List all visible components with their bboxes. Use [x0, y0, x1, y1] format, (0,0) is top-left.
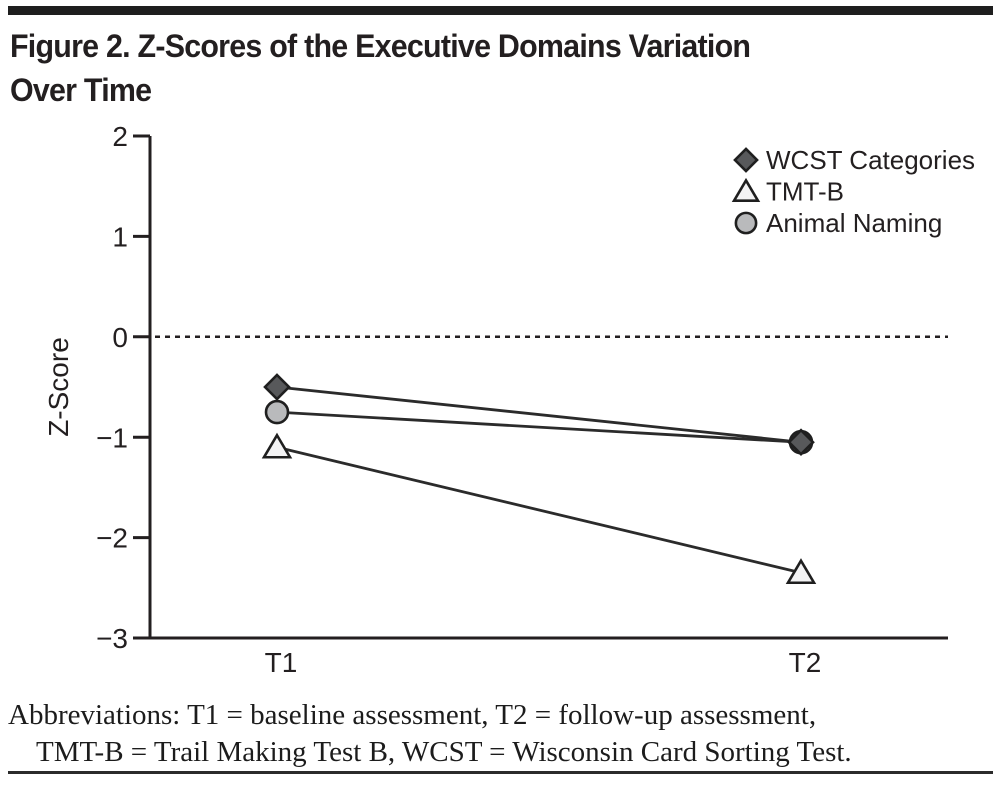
zscore-line-chart: 2 1 0 −1 −2 −3 T1 T2 Z-Score WCST CategoriesTMT-B… [43, 121, 975, 678]
x-axis-tick-label-t2: T2 [789, 647, 822, 678]
triangle-legend-icon [731, 177, 761, 202]
figure-title-line2: Over Time [10, 72, 152, 108]
series-line-wcst-categories [276, 385, 802, 444]
legend-label: TMT-B [766, 177, 844, 207]
circle-legend-icon [734, 211, 758, 235]
x-axis-tick-label-t1: T1 [265, 647, 298, 678]
y-axis-tick-label: −1 [96, 422, 128, 453]
legend-item-animal-naming: Animal Naming [734, 208, 942, 238]
marker-wcst-categories-t2 [787, 428, 815, 457]
marker-tmt-b-t1 [261, 432, 293, 459]
marker-tmt-b-t2 [785, 558, 817, 585]
series-line-tmt-b [276, 445, 802, 575]
series-line-animal-naming [276, 410, 802, 444]
y-axis-tick-label: 0 [112, 322, 128, 353]
diamond-legend-icon [733, 147, 759, 173]
abbreviations-line1: Abbreviations: T1 = baseline assessment,… [8, 699, 817, 731]
y-axis-tick-label: 1 [112, 221, 128, 252]
legend-item-tmt-b: TMT-B [731, 177, 844, 207]
y-axis-title: Z-Score [43, 337, 74, 437]
top-rule [8, 6, 993, 15]
y-axis-tick-label: −2 [96, 523, 128, 554]
legend-label: Animal Naming [766, 208, 942, 238]
abbreviations-note: Abbreviations: T1 = baseline assessment,… [8, 697, 852, 771]
marker-wcst-categories-t1 [263, 373, 291, 401]
abbreviations-line2: TMT-B = Trail Making Test B, WCST = Wisc… [36, 736, 852, 768]
legend-label: WCST Categories [766, 145, 975, 175]
legend-item-wcst-categories: WCST Categories [733, 145, 975, 175]
y-axis-tick-label: −3 [96, 623, 128, 654]
figure-title: Figure 2. Z-Scores of the Executive Doma… [10, 24, 751, 112]
figure-title-line1: Figure 2. Z-Scores of the Executive Doma… [10, 28, 751, 64]
bottom-rule [8, 771, 993, 774]
marker-animal-naming-t1 [264, 399, 290, 425]
y-axis-tick-label: 2 [112, 121, 128, 152]
